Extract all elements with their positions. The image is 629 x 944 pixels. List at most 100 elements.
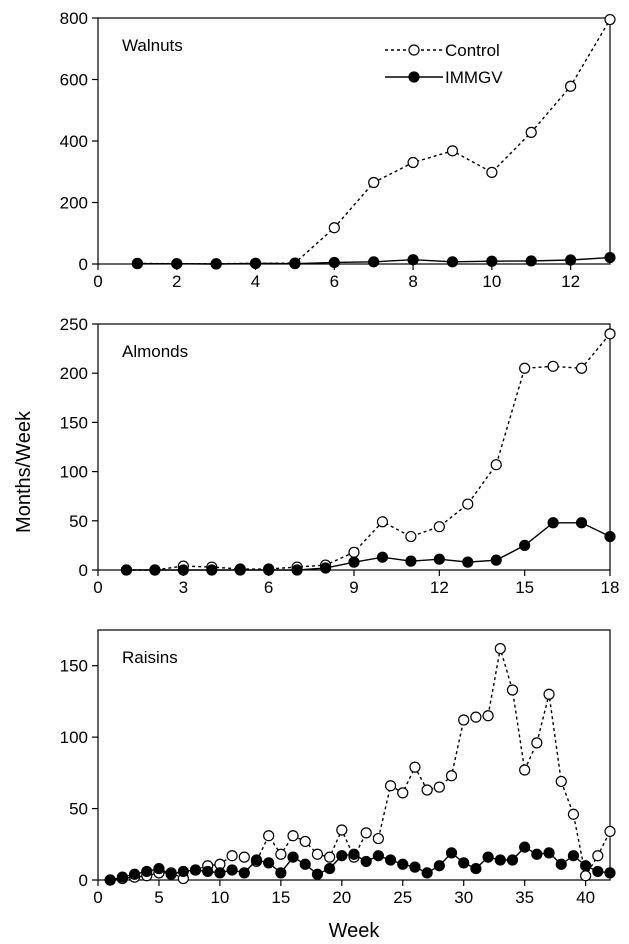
- data-point-immgv: [189, 864, 202, 876]
- data-point-immgv: [482, 851, 494, 863]
- x-tick-label: 0: [93, 272, 102, 291]
- data-point-control: [348, 546, 360, 558]
- data-point-immgv: [525, 255, 537, 267]
- y-axis-label: Months/Week: [13, 410, 35, 533]
- x-tick-label: 6: [330, 272, 339, 291]
- data-point-immgv: [494, 854, 506, 866]
- y-tick-label: 50: [69, 512, 88, 531]
- data-point-immgv: [336, 850, 348, 862]
- y-tick-label: 200: [60, 364, 88, 383]
- x-tick-label: 3: [179, 578, 188, 597]
- data-point-immgv: [490, 554, 502, 566]
- x-tick-label: 30: [454, 888, 473, 907]
- data-point-immgv: [376, 551, 389, 563]
- data-point-immgv: [177, 564, 189, 576]
- data-point-immgv: [462, 556, 474, 568]
- data-point-immgv: [171, 258, 183, 270]
- data-point-immgv: [116, 871, 128, 883]
- legend-label: IMMGV: [445, 68, 503, 87]
- data-point-control: [506, 684, 519, 696]
- data-point-immgv: [372, 850, 384, 862]
- data-point-control: [445, 770, 458, 782]
- data-point-control: [580, 870, 592, 882]
- x-tick-label: 18: [601, 578, 620, 597]
- data-point-immgv: [575, 517, 588, 529]
- data-point-control: [311, 848, 324, 860]
- data-point-immgv: [311, 868, 324, 880]
- data-point-immgv: [580, 860, 592, 872]
- data-point-control: [287, 830, 299, 842]
- panel-title: Walnuts: [122, 36, 183, 55]
- series-line-control: [110, 648, 611, 881]
- data-point-immgv: [604, 251, 616, 264]
- data-point-control: [482, 710, 494, 722]
- panel-almonds: 0 3 6 9 12 15 18 0 50 100 150 200 250 Almonds: [60, 315, 620, 597]
- data-point-control: [604, 825, 616, 838]
- x-tick-label: 40: [576, 888, 595, 907]
- data-point-immgv: [407, 254, 419, 266]
- data-point-control: [486, 166, 498, 178]
- data-point-control: [421, 784, 433, 796]
- data-point-immgv: [565, 254, 577, 266]
- legend: Control IMMGV: [385, 41, 503, 87]
- data-point-control: [360, 827, 372, 839]
- data-point-immgv: [202, 865, 214, 878]
- y-tick-label: 150: [60, 657, 88, 676]
- data-point-control: [592, 850, 604, 862]
- data-point-immgv: [319, 562, 332, 574]
- data-point-immgv: [397, 858, 409, 870]
- data-point-immgv: [328, 256, 340, 269]
- y-tick-label: 50: [69, 800, 88, 819]
- data-point-immgv: [214, 867, 226, 879]
- data-point-immgv: [384, 854, 397, 866]
- x-tick-label: 9: [349, 578, 358, 597]
- x-tick-label: 12: [561, 272, 580, 291]
- x-tick-label: 2: [172, 272, 181, 291]
- y-tick-label: 100: [60, 728, 88, 747]
- y-tick-label: 0: [79, 255, 88, 274]
- data-point-immgv: [238, 867, 250, 879]
- panel-raisins: 0 5 10 15 20 25 30 35 40 0 50 100 150 Raisins: [60, 629, 616, 907]
- data-point-control: [368, 176, 380, 189]
- x-tick-label: 15: [271, 888, 290, 907]
- y-tick-label: 600: [60, 71, 88, 90]
- data-point-control: [458, 714, 470, 726]
- data-point-immgv: [368, 256, 380, 268]
- data-point-control: [462, 498, 474, 510]
- data-point-immgv: [104, 874, 116, 886]
- data-point-immgv: [131, 258, 143, 270]
- data-point-control: [525, 126, 537, 138]
- data-point-immgv: [275, 867, 287, 879]
- x-axis-label: Week: [329, 920, 381, 942]
- legend-marker: [408, 71, 420, 83]
- data-point-immgv: [206, 564, 218, 576]
- data-point-immgv: [348, 848, 360, 860]
- data-point-control: [397, 787, 409, 799]
- data-point-control: [547, 360, 559, 372]
- data-point-immgv: [506, 854, 519, 866]
- series-line-immgv: [126, 522, 611, 571]
- series-line-control: [137, 19, 611, 265]
- data-point-immgv: [445, 847, 458, 859]
- data-point-immgv: [519, 539, 531, 552]
- data-point-control: [604, 328, 616, 340]
- data-point-immgv: [299, 858, 311, 870]
- legend-marker: [408, 44, 420, 56]
- data-point-control: [494, 642, 506, 655]
- data-point-control: [328, 222, 340, 234]
- y-tick-label: 800: [60, 9, 88, 28]
- data-point-control: [519, 764, 531, 776]
- data-point-immgv: [547, 517, 559, 529]
- data-point-immgv: [405, 555, 417, 567]
- data-point-control: [490, 459, 502, 471]
- data-point-immgv: [249, 257, 262, 269]
- x-tick-label: 15: [515, 578, 534, 597]
- data-point-control: [555, 775, 567, 788]
- data-point-immgv: [263, 564, 275, 576]
- data-point-immgv: [486, 255, 498, 267]
- data-point-control: [446, 145, 459, 157]
- data-point-control: [376, 516, 389, 528]
- data-point-immgv: [291, 564, 303, 576]
- data-point-immgv: [153, 862, 165, 875]
